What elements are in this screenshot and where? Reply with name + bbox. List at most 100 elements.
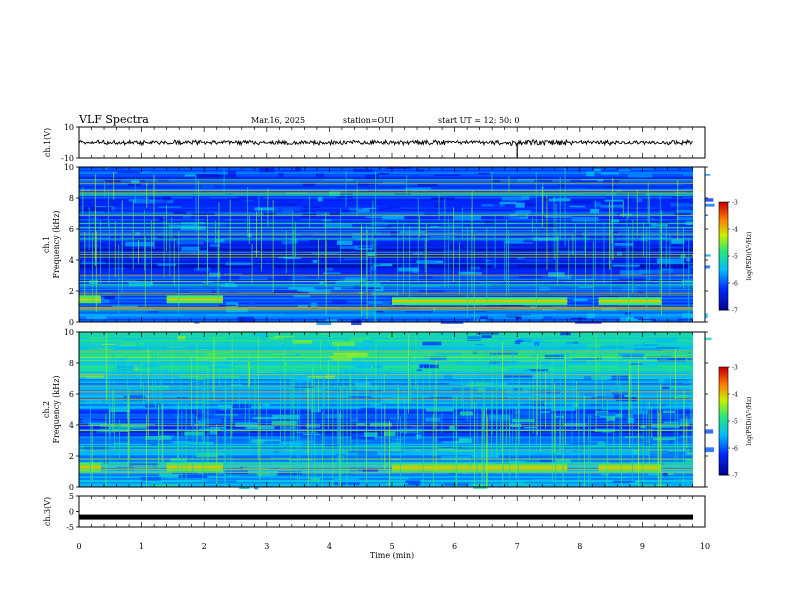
spectrogram-row — [79, 341, 693, 343]
spectrogram-row — [79, 436, 693, 439]
spectrogram-row — [79, 414, 693, 417]
spectrogram-patch — [676, 216, 702, 221]
colorbar-step — [719, 236, 728, 239]
spectrogram-row — [79, 231, 693, 234]
colorbar-step — [719, 372, 728, 375]
spectrogram-patch — [572, 358, 596, 360]
spectrogram-row — [79, 461, 693, 463]
spectrogram-patch — [520, 203, 537, 207]
spectrogram-patch — [595, 395, 613, 398]
colorbar-step — [719, 376, 728, 379]
spectrogram-row — [79, 334, 693, 337]
spectrogram-patch — [302, 199, 308, 204]
spectrogram-patch — [602, 180, 620, 184]
colorbar-step — [719, 440, 728, 444]
spectrogram-patch — [194, 267, 211, 272]
spectrogram-patch — [484, 220, 495, 225]
spectrogram-patch — [411, 425, 422, 430]
spectrogram-patch — [296, 431, 319, 434]
spectrogram-patch — [365, 216, 384, 218]
spectrogram-patch — [596, 398, 607, 404]
spectrogram-row — [79, 366, 693, 369]
colorbar-step — [719, 390, 728, 393]
spectrogram-patch — [568, 187, 587, 191]
spectrogram-patch — [182, 213, 191, 219]
spectrogram-patch — [602, 369, 625, 371]
colorbar-step — [719, 299, 728, 302]
spectrogram-patch — [148, 213, 168, 216]
colorbar-step — [719, 431, 728, 435]
spectrogram-row — [79, 365, 693, 368]
spectrogram-row — [79, 170, 693, 173]
spectrogram-row — [79, 405, 693, 408]
spectrogram-patch — [504, 239, 524, 244]
spectrogram-patch — [461, 229, 477, 233]
spectrogram-row — [79, 454, 693, 457]
colorbar-step — [719, 448, 728, 451]
spectrogram-patch — [328, 191, 341, 197]
spectrogram-patch — [529, 211, 535, 213]
x-tick-label: 1 — [139, 542, 144, 551]
spectrogram-patch — [323, 272, 341, 274]
x-tick-label: 2 — [202, 542, 207, 551]
spectrogram-patch — [127, 484, 145, 488]
spectrogram-patch — [194, 321, 200, 324]
spectrogram-patch — [440, 456, 470, 461]
spectrogram-patch — [304, 206, 321, 209]
y-tick-label: 4 — [69, 256, 74, 265]
colorbar-tick-label: -7 — [732, 308, 738, 315]
spectrogram-patch — [361, 407, 375, 410]
spectrogram-patch — [290, 176, 299, 179]
no-data-area — [693, 167, 705, 322]
spectrogram-row — [79, 390, 693, 392]
spectrogram-patch — [302, 289, 331, 294]
spectrogram-patch — [326, 267, 333, 271]
spectrogram-patch — [274, 449, 279, 453]
spectrogram-patch — [676, 209, 694, 213]
spectrogram-row — [79, 236, 693, 239]
spectrogram-patch — [473, 483, 488, 489]
spectrogram-patch — [361, 183, 379, 185]
waveform-trace — [78, 138, 693, 147]
spectrogram-patch — [422, 341, 442, 346]
spectrogram-patch — [184, 174, 196, 177]
spectrogram-patch — [656, 258, 685, 264]
channel-label: ch.2 — [42, 401, 51, 418]
colorbar-step — [719, 394, 728, 397]
spectrogram-row — [79, 239, 693, 242]
spectrogram-row — [79, 307, 693, 310]
spectrogram-patch — [633, 409, 649, 414]
colorbar-step — [719, 259, 728, 262]
colorbar-step — [719, 284, 728, 288]
spectrogram-patch — [176, 181, 204, 183]
spectrogram-patch — [171, 441, 191, 447]
spectrogram-patch — [629, 363, 643, 365]
colorbar-step — [719, 292, 728, 295]
spectrogram-patch — [590, 209, 600, 214]
spectrogram-patch — [148, 310, 159, 314]
spectrogram-patch — [337, 240, 353, 245]
spectrogram-row — [79, 426, 693, 429]
spectrogram-patch — [548, 272, 565, 277]
spectrogram-patch — [451, 449, 475, 452]
spectrogram-row — [79, 335, 693, 338]
spectrogram-patch — [638, 291, 644, 295]
spectrogram-row — [79, 368, 693, 370]
spectrogram-patch — [252, 265, 276, 270]
spectrogram-patch — [523, 426, 537, 429]
spectrogram-patch — [189, 412, 204, 418]
spectrogram-patch — [317, 196, 323, 202]
spectrogram-patch — [176, 289, 190, 295]
spectrogram-patch — [589, 235, 617, 241]
colorbar-step — [719, 455, 728, 458]
spectrogram-patch — [105, 338, 111, 342]
spectrogram-patch — [83, 243, 99, 248]
spectrogram-patch — [265, 260, 270, 265]
spectrogram-patch — [127, 206, 157, 210]
spectrogram-patch — [278, 471, 302, 476]
x-tick-label: 10 — [700, 542, 710, 551]
spectrogram-patch — [140, 280, 155, 282]
spectrogram-patch — [377, 173, 390, 175]
spectrogram-patch — [82, 260, 106, 265]
spectrogram-row — [79, 459, 693, 462]
